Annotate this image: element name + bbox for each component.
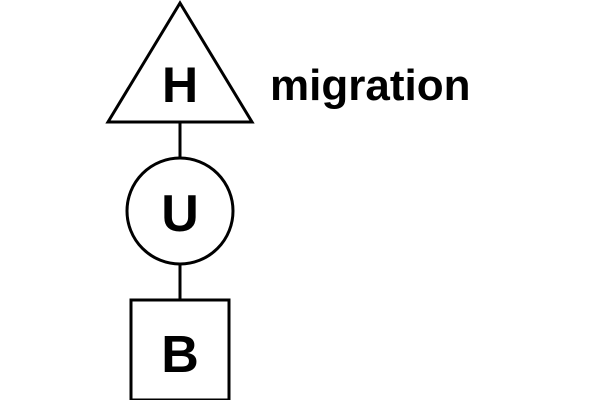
letter-u: U bbox=[161, 185, 199, 243]
wordmark-migration: migration bbox=[270, 61, 470, 110]
square-shape bbox=[129, 298, 231, 400]
letter-b: B bbox=[161, 326, 199, 384]
letter-h: H bbox=[162, 57, 198, 113]
triangle-shape bbox=[105, 0, 255, 124]
circle-shape bbox=[125, 156, 235, 266]
